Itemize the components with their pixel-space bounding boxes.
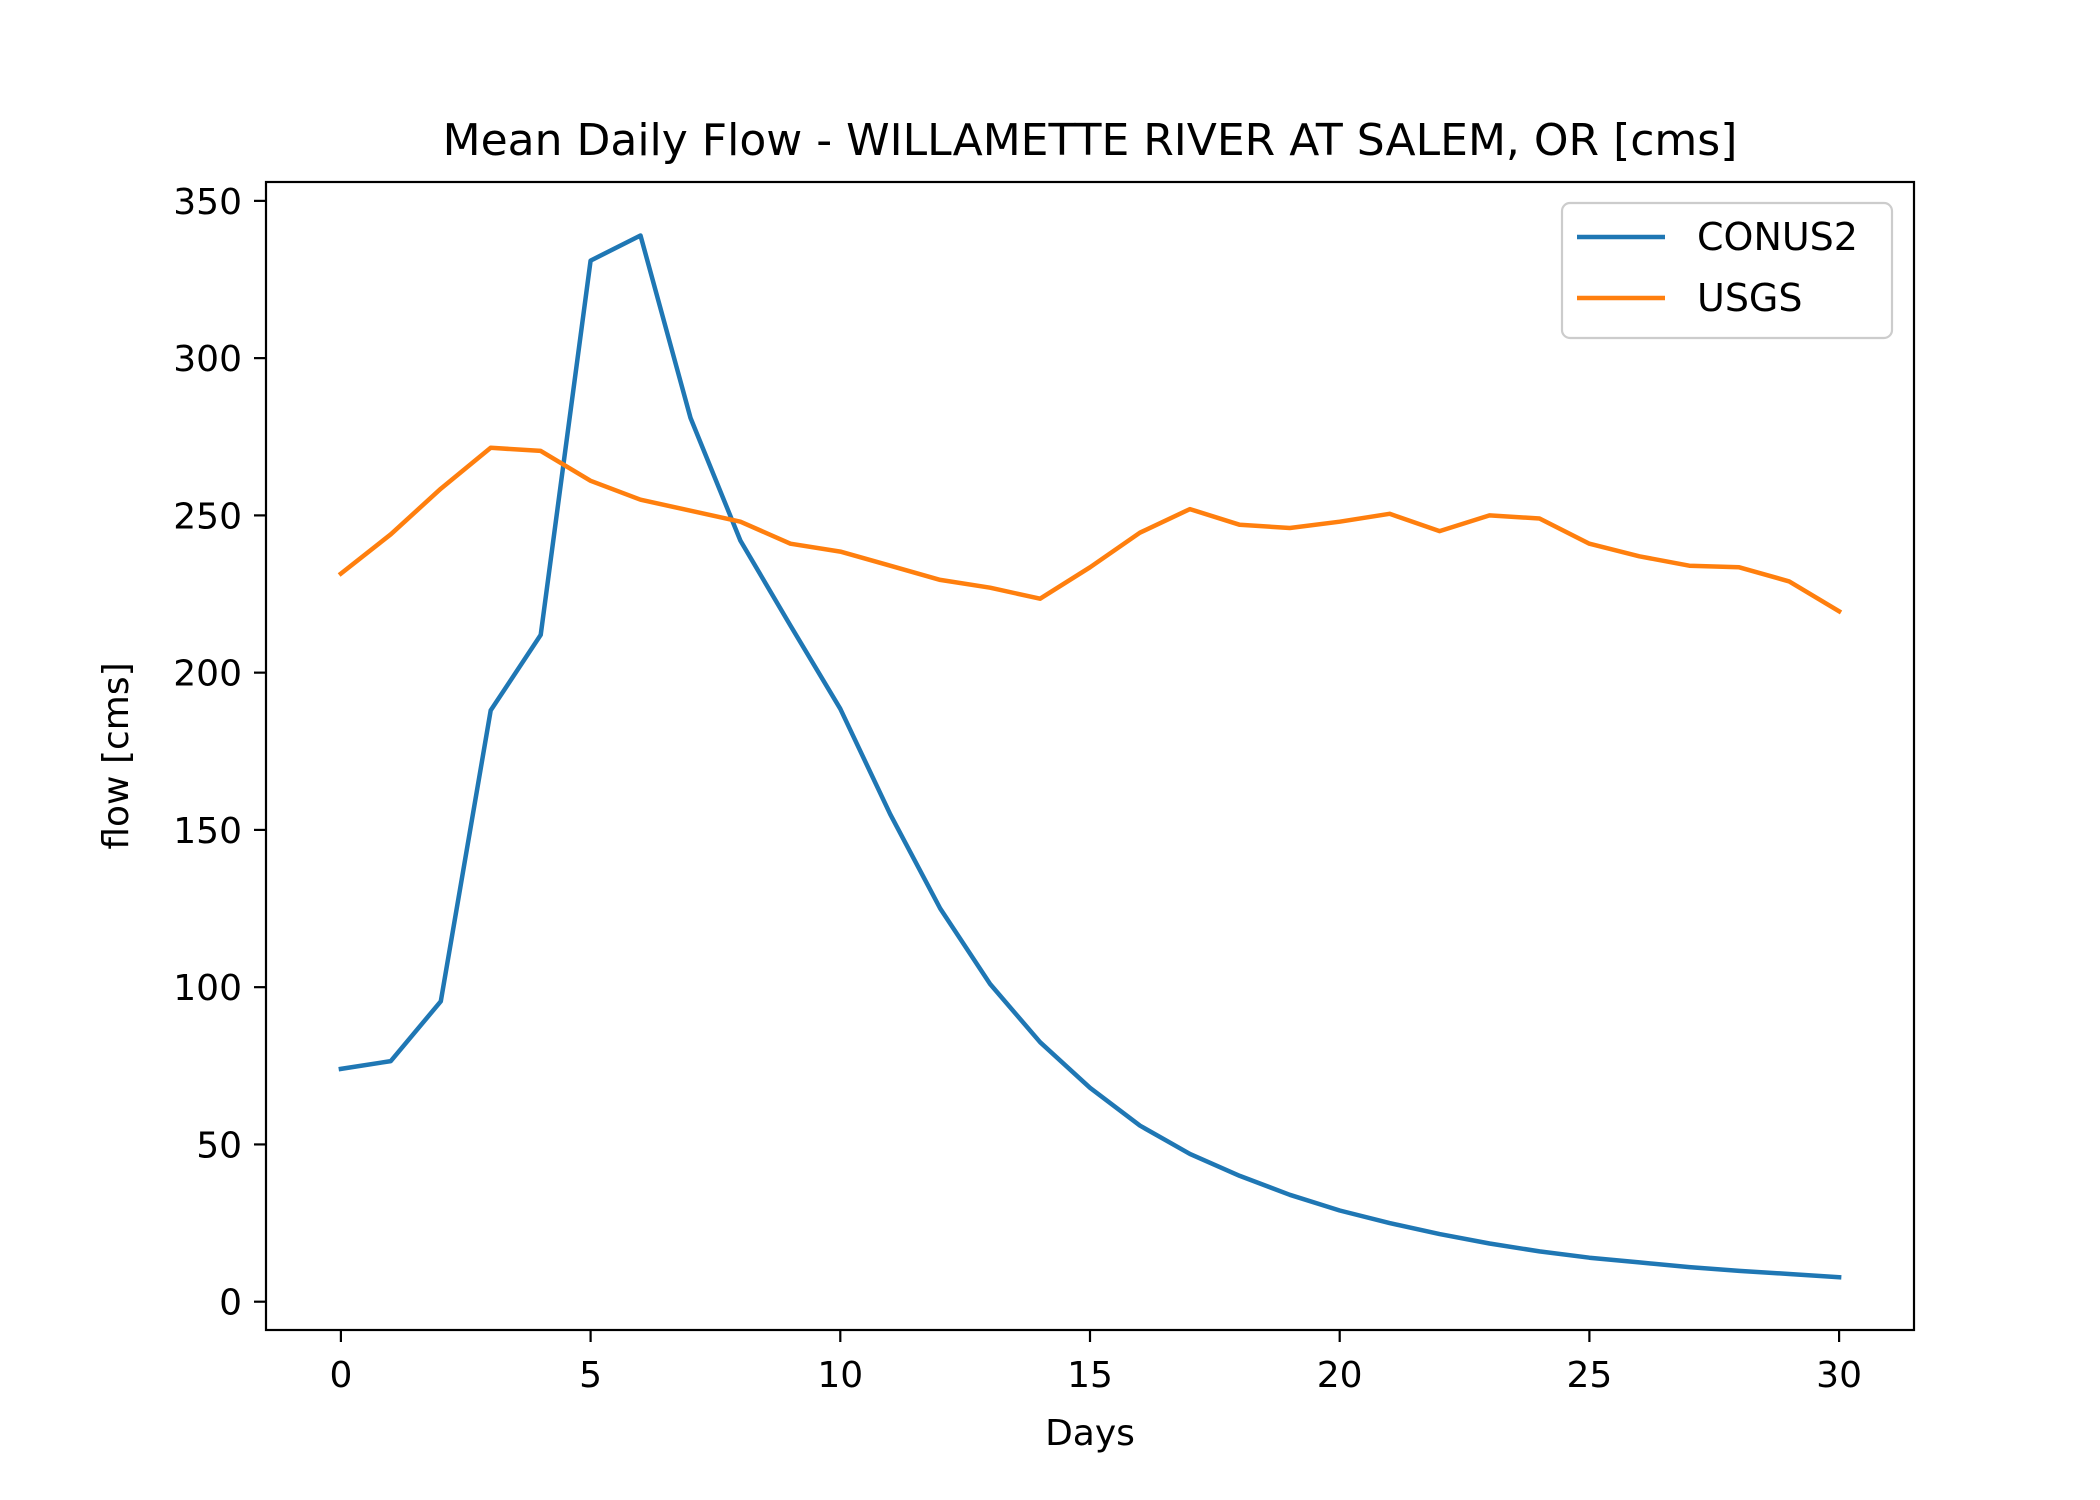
plot-frame: [264, 180, 1916, 1332]
y-tick-label: 350: [173, 182, 242, 223]
y-axis-label: flow [cms]: [96, 662, 137, 849]
series-layer: [337, 233, 1843, 1280]
legend: CONUS2 USGS: [1560, 201, 1894, 340]
y-tick-label: 300: [173, 339, 242, 380]
series-line-conus2: [338, 233, 1842, 1280]
x-axis: 0 5 10 15 20 25 30: [329, 1330, 1862, 1396]
y-tick-label: 0: [219, 1283, 242, 1324]
legend-label-usgs: USGS: [1697, 276, 1803, 320]
y-axis: 0 50 100 150 200 250 300 350: [173, 182, 266, 1324]
x-tick-label: 5: [579, 1355, 602, 1396]
legend-label-conus2: CONUS2: [1697, 215, 1858, 259]
y-tick-label: 200: [173, 654, 242, 695]
y-tick-label: 50: [196, 1125, 242, 1166]
x-tick-label: 20: [1317, 1355, 1363, 1396]
series-line-usgs: [337, 445, 1843, 615]
chart-title: Mean Daily Flow - WILLAMETTE RIVER AT SA…: [443, 115, 1738, 166]
x-tick-label: 30: [1816, 1355, 1862, 1396]
x-tick-label: 0: [329, 1355, 352, 1396]
y-tick-label: 100: [173, 968, 242, 1009]
x-tick-label: 25: [1566, 1355, 1612, 1396]
x-tick-label: 15: [1067, 1355, 1113, 1396]
x-axis-label: Days: [1045, 1413, 1135, 1454]
y-tick-label: 150: [173, 811, 242, 852]
y-tick-label: 250: [173, 496, 242, 537]
plot-area: [264, 180, 1916, 1332]
x-tick-label: 10: [817, 1355, 863, 1396]
